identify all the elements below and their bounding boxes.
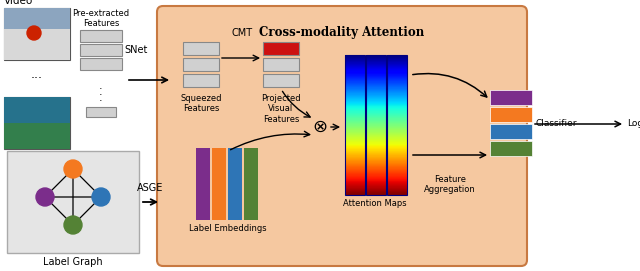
Text: Squeezed
Features: Squeezed Features <box>180 94 221 113</box>
Bar <box>490 141 532 156</box>
Text: CMT: CMT <box>232 28 253 38</box>
Bar <box>80 30 122 42</box>
Bar <box>366 55 386 195</box>
Bar <box>263 58 299 71</box>
Bar <box>387 55 407 195</box>
Bar <box>212 148 226 220</box>
Text: .: . <box>99 87 103 97</box>
Bar <box>345 55 365 195</box>
Bar <box>80 58 122 70</box>
Text: Logits: Logits <box>627 120 640 128</box>
Text: ⊗: ⊗ <box>312 118 328 136</box>
Text: Projected
Visual
Features: Projected Visual Features <box>261 94 301 124</box>
Text: Pre-extracted
Features: Pre-extracted Features <box>72 9 129 28</box>
Bar <box>80 44 122 56</box>
Bar <box>183 58 219 71</box>
Bar <box>4 97 70 149</box>
Bar <box>263 42 299 55</box>
Text: Label Graph: Label Graph <box>43 257 103 267</box>
Circle shape <box>36 188 54 206</box>
Circle shape <box>27 26 41 40</box>
Circle shape <box>64 160 82 178</box>
Bar <box>490 90 532 105</box>
Text: Feature
Aggregation: Feature Aggregation <box>424 175 476 194</box>
Text: Video: Video <box>4 0 33 6</box>
FancyBboxPatch shape <box>7 151 139 253</box>
Bar <box>244 148 258 220</box>
Text: .: . <box>99 93 103 103</box>
Circle shape <box>64 216 82 234</box>
Bar <box>490 124 532 139</box>
FancyBboxPatch shape <box>157 6 527 266</box>
Bar <box>4 8 70 60</box>
Text: SNet: SNet <box>124 45 147 55</box>
Text: Cross-modality Attention: Cross-modality Attention <box>259 26 424 39</box>
Text: Attention Maps: Attention Maps <box>342 199 406 208</box>
Bar <box>183 42 219 55</box>
Bar <box>263 74 299 87</box>
Bar <box>196 148 210 220</box>
Circle shape <box>92 188 110 206</box>
Text: ...: ... <box>31 67 43 80</box>
Text: Label Embeddings: Label Embeddings <box>189 224 267 233</box>
Text: .: . <box>99 81 103 91</box>
Text: Classifier: Classifier <box>536 120 577 128</box>
Bar <box>228 148 242 220</box>
Text: ASGE: ASGE <box>138 183 164 193</box>
Bar <box>490 107 532 122</box>
Bar <box>183 74 219 87</box>
Bar <box>86 107 116 117</box>
